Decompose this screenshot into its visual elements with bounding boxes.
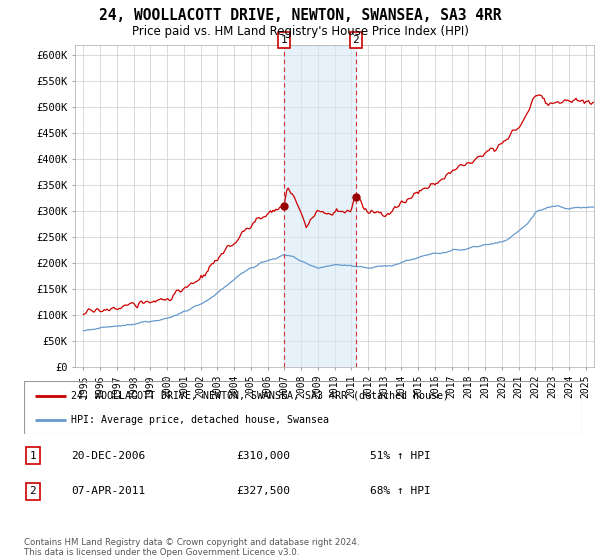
Bar <box>284 45 356 367</box>
Text: 1: 1 <box>29 451 37 461</box>
Text: 24, WOOLLACOTT DRIVE, NEWTON, SWANSEA, SA3 4RR: 24, WOOLLACOTT DRIVE, NEWTON, SWANSEA, S… <box>99 8 501 24</box>
Text: 2: 2 <box>352 35 359 45</box>
Text: Contains HM Land Registry data © Crown copyright and database right 2024.
This d: Contains HM Land Registry data © Crown c… <box>24 538 359 557</box>
Text: HPI: Average price, detached house, Swansea: HPI: Average price, detached house, Swan… <box>71 415 329 425</box>
Text: 51% ↑ HPI: 51% ↑ HPI <box>370 451 431 461</box>
Text: 1: 1 <box>280 35 287 45</box>
Text: £310,000: £310,000 <box>236 451 290 461</box>
Text: 20-DEC-2006: 20-DEC-2006 <box>71 451 146 461</box>
Text: 24, WOOLLACOTT DRIVE, NEWTON, SWANSEA, SA3 4RR (detached house): 24, WOOLLACOTT DRIVE, NEWTON, SWANSEA, S… <box>71 391 449 401</box>
Text: Price paid vs. HM Land Registry's House Price Index (HPI): Price paid vs. HM Land Registry's House … <box>131 25 469 38</box>
Text: £327,500: £327,500 <box>236 486 290 496</box>
Text: 07-APR-2011: 07-APR-2011 <box>71 486 146 496</box>
Text: 68% ↑ HPI: 68% ↑ HPI <box>370 486 431 496</box>
Text: 2: 2 <box>29 486 37 496</box>
